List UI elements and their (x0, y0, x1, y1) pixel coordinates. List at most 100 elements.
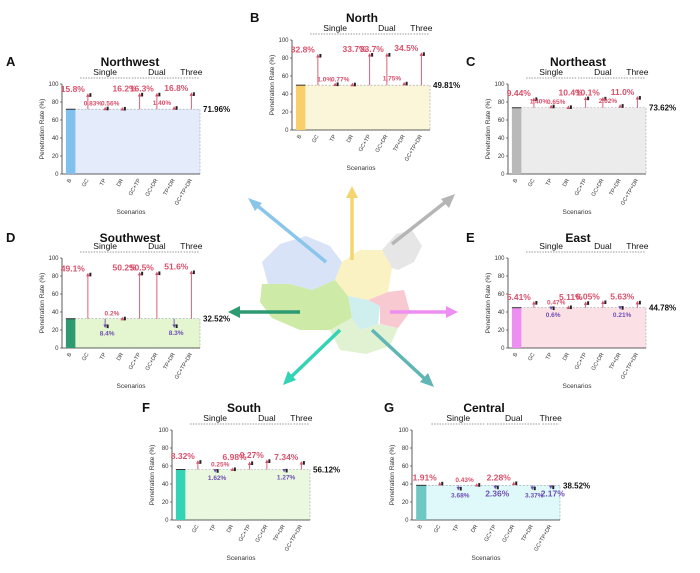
arrow-to-south (288, 328, 342, 380)
panel-letter: E (466, 230, 475, 245)
x-tick-label: B (66, 352, 73, 358)
map-region-southwest (260, 280, 352, 330)
change-label: 0.21% (613, 312, 632, 319)
bar-baseline (511, 307, 522, 348)
panel-title: Southwest (100, 231, 161, 245)
x-tick-label: B (176, 524, 183, 530)
value-marker (621, 104, 624, 108)
panel-title: East (565, 231, 590, 245)
group-label: Dual (378, 23, 396, 33)
panel-south: F South 0 20 40 60 80 100 Penetration Rate (%) B 5… (142, 400, 340, 562)
x-tick-label: GC+DR (502, 524, 517, 544)
change-label: 8.3% (169, 330, 184, 337)
y-axis-label: Penetration Rate (%) (389, 445, 396, 506)
x-tick-label: TP+DR (609, 178, 623, 197)
y-tick-label: 80 (498, 100, 505, 106)
value-marker (268, 459, 271, 463)
panel-letter: A (6, 54, 16, 69)
region-arrows (228, 186, 458, 387)
y-tick-label: 80 (402, 446, 409, 452)
y-tick-label: 100 (48, 256, 59, 262)
group-label: Single (539, 67, 563, 77)
x-tick-label: GC+TP (358, 134, 373, 153)
panel-letter: G (384, 400, 394, 415)
x-tick-label: DR (562, 178, 571, 188)
value-marker (533, 486, 536, 491)
baseline-area (420, 485, 561, 521)
group-label: Three (410, 23, 432, 33)
y-tick-label: 100 (398, 428, 409, 434)
x-tick-label: GC+DR (375, 134, 390, 154)
value-marker (388, 53, 391, 57)
x-tick-label: B (512, 352, 519, 358)
arrowhead-east (446, 306, 458, 318)
value-marker (604, 96, 607, 101)
arrowhead-north (346, 186, 358, 198)
y-tick-label: 0 (405, 518, 409, 524)
change-label: 16.8% (164, 83, 189, 93)
group-label: Single (93, 241, 117, 251)
x-tick-label: GC (191, 524, 200, 534)
value-marker (199, 460, 202, 464)
x-tick-label: GC+TP (128, 178, 143, 197)
change-label: 0.47% (547, 299, 566, 306)
x-tick-label: GC+DR (145, 178, 160, 198)
value-marker (621, 306, 624, 310)
y-tick-label: 100 (278, 38, 289, 44)
value-marker (158, 271, 161, 276)
y-tick-label: 20 (498, 154, 505, 160)
value-marker (441, 481, 444, 486)
x-tick-label: GC (311, 134, 320, 144)
panel-letter: D (6, 230, 15, 245)
y-tick-label: 20 (52, 328, 59, 334)
x-tick-label: TP (329, 134, 338, 143)
x-tick-label: GC+DR (591, 178, 606, 198)
baseline-value-label: 73.62% (649, 104, 676, 113)
value-marker (478, 483, 481, 487)
change-label: 2.28% (487, 472, 512, 482)
x-tick-label: GC (433, 524, 442, 534)
change-label: 10.1% (576, 88, 601, 98)
x-tick-label: GC+TP (484, 524, 499, 543)
change-label: 1.40% (530, 98, 549, 105)
panel-central: G Central 0 20 40 60 80 100 Penetration Rate (%)… (384, 400, 590, 562)
value-marker (89, 93, 92, 97)
y-tick-label: 60 (402, 464, 409, 470)
x-tick-label: GC (81, 178, 90, 188)
value-marker (123, 106, 126, 111)
change-label: 0.83% (84, 100, 103, 107)
change-label: 33.7% (343, 44, 368, 54)
change-label: 0.43% (455, 477, 474, 484)
change-label: 15.8% (61, 84, 86, 94)
x-tick-label: GC+DR (591, 352, 606, 372)
map-region-south (330, 318, 398, 354)
panel-title: Northeast (550, 55, 606, 69)
x-tick-label: GC+TP+DR (284, 524, 304, 553)
value-marker (422, 52, 425, 56)
change-label: 0.56% (101, 101, 120, 108)
group-label: Dual (148, 241, 166, 251)
value-marker (604, 300, 607, 305)
y-tick-label: 60 (162, 464, 169, 470)
baseline-value-label: 44.78% (649, 304, 676, 313)
value-marker (371, 53, 374, 57)
baseline-area (70, 108, 201, 175)
y-tick-label: 40 (52, 310, 59, 316)
value-marker (319, 53, 322, 58)
y-tick-label: 20 (162, 500, 169, 506)
x-tick-label: GC+TP+DR (404, 134, 424, 163)
y-tick-label: 80 (498, 274, 505, 280)
x-tick-label: GC (527, 352, 536, 362)
change-label: 1.75% (383, 76, 402, 83)
panel-title: North (346, 11, 378, 25)
y-tick-label: 60 (282, 74, 289, 80)
y-tick-label: 60 (52, 292, 59, 298)
x-tick-label: DR (470, 524, 479, 534)
y-tick-label: 40 (498, 310, 505, 316)
map-region-east (368, 290, 410, 328)
y-axis-label: Penetration Rate (%) (485, 99, 492, 160)
change-label: 49.1% (61, 264, 86, 274)
x-tick-label: DR (562, 352, 571, 362)
change-label: 8.32% (171, 451, 196, 461)
